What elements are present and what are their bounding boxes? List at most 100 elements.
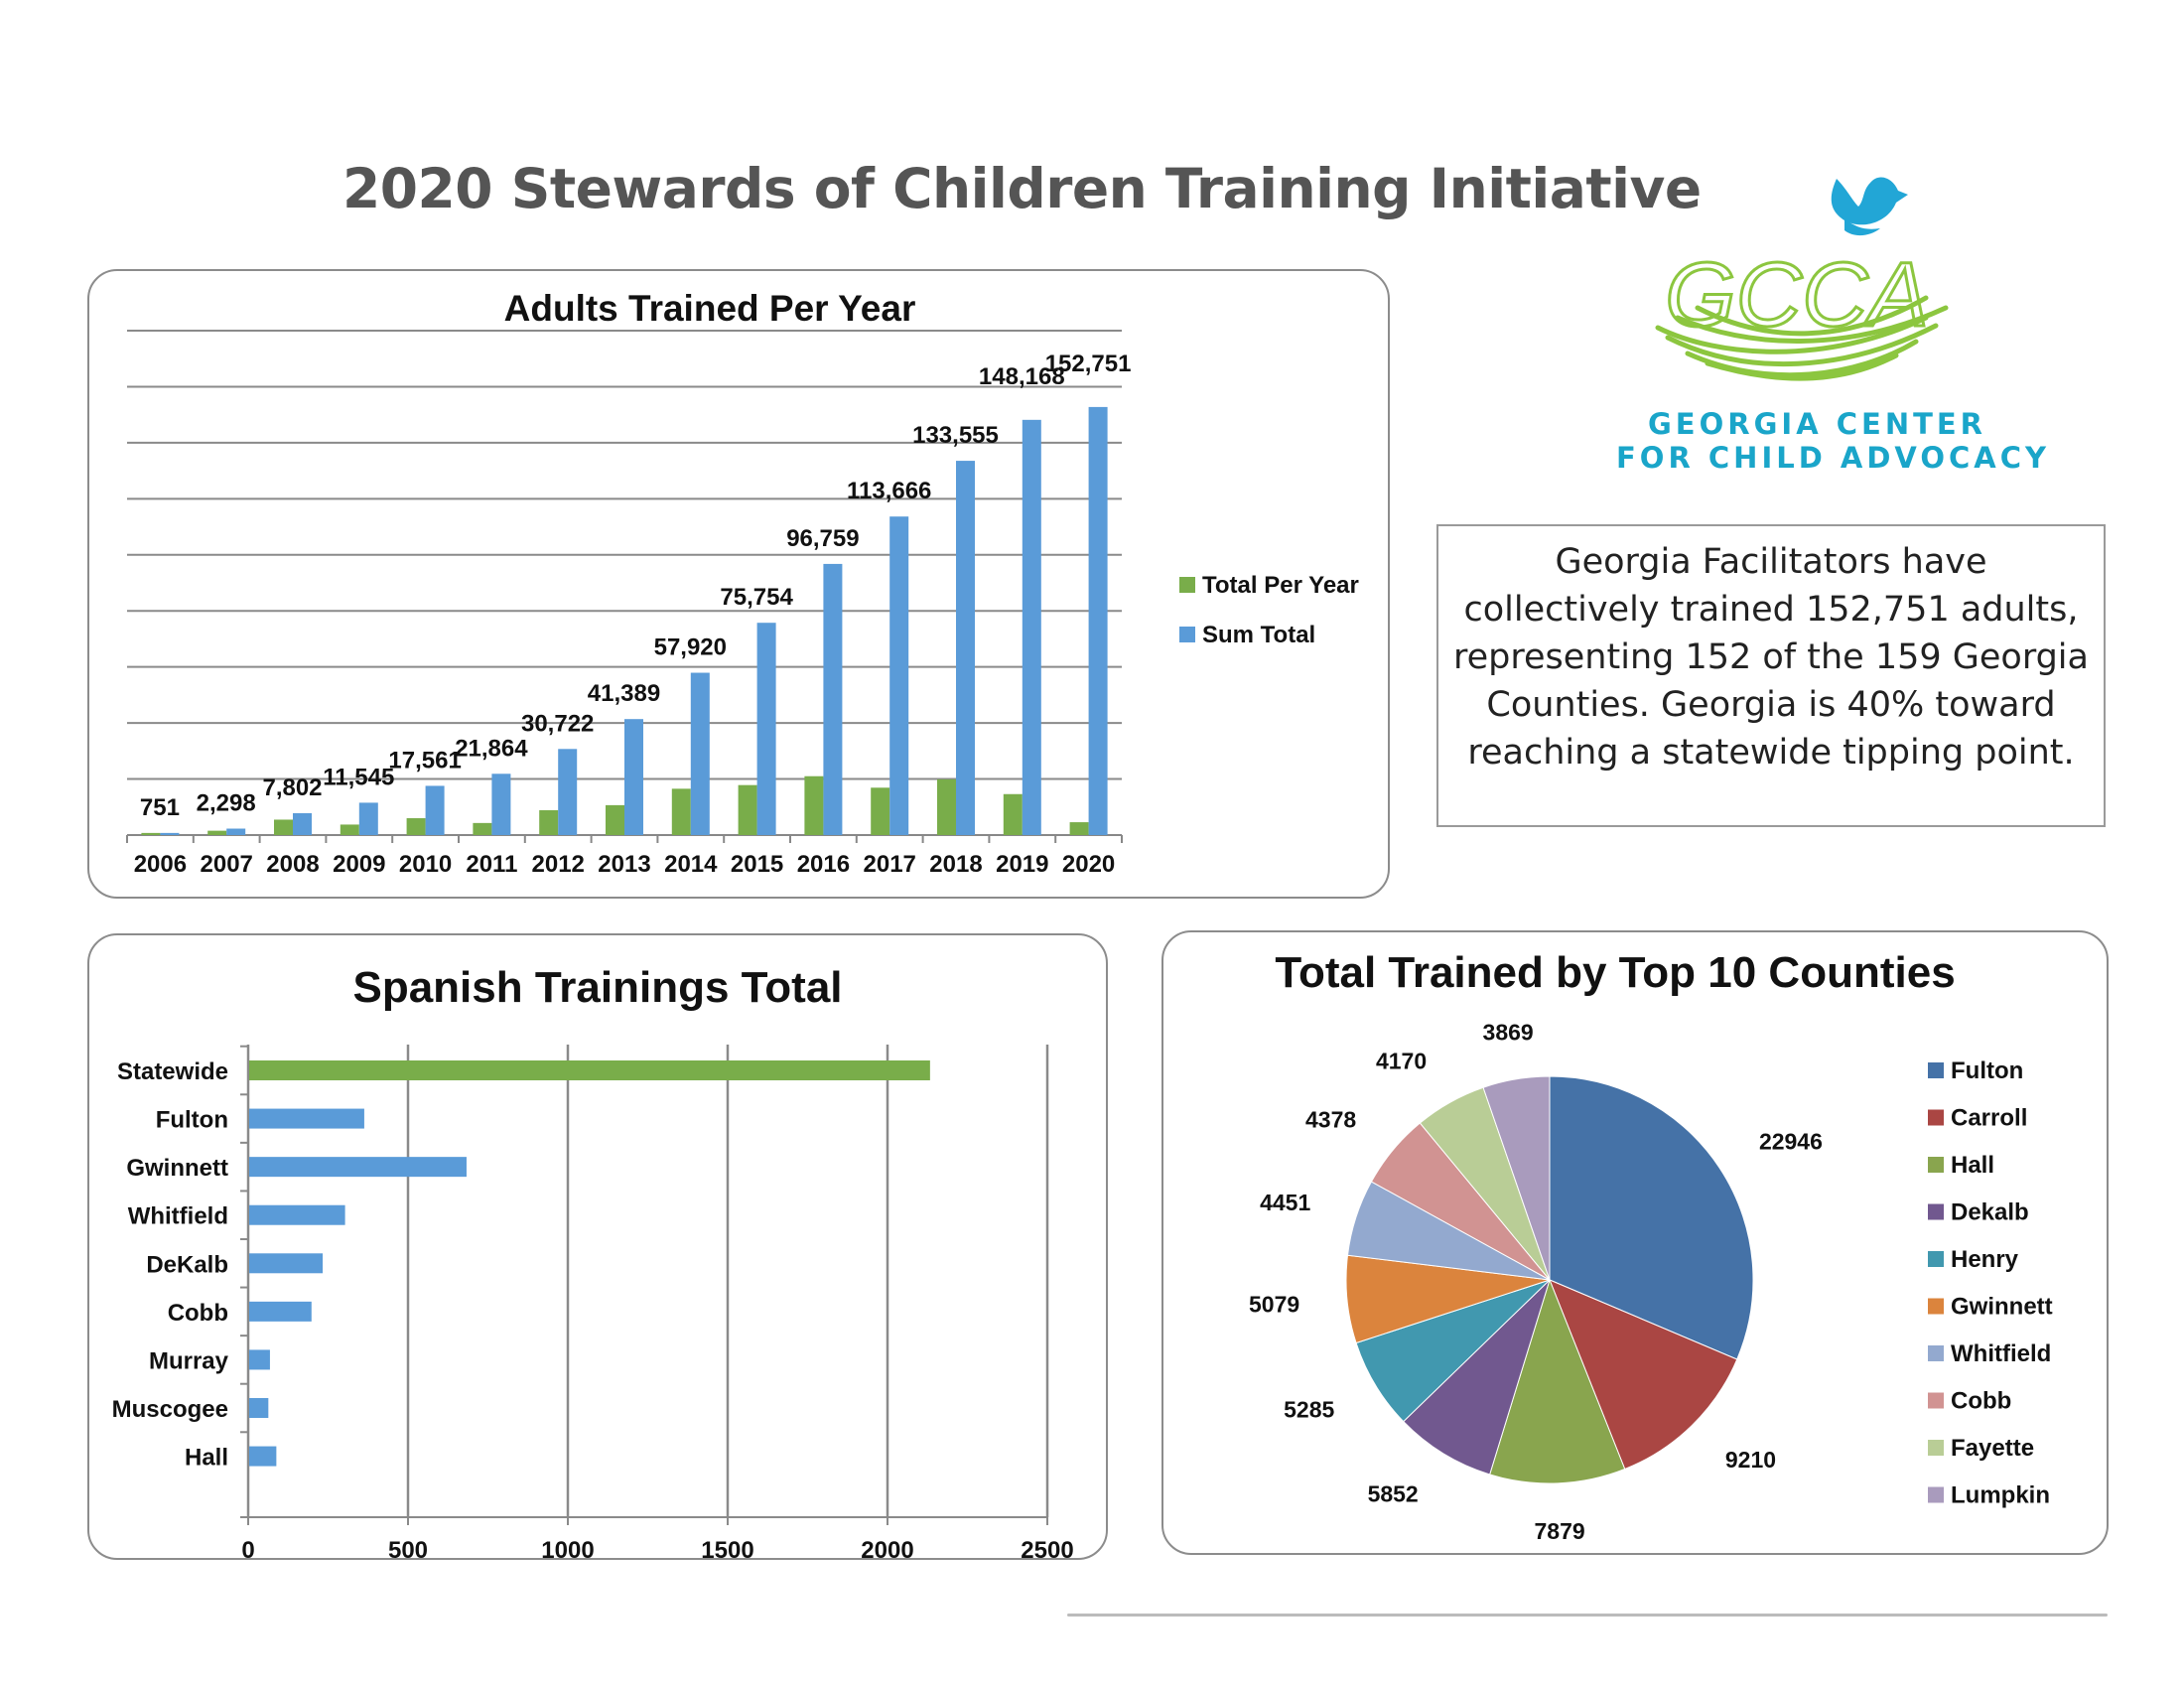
y-tick-label: Muscogee — [112, 1396, 228, 1423]
slice-value-label: 4378 — [1305, 1107, 1356, 1133]
pie-slice-fulton — [1549, 1075, 1754, 1360]
legend-swatch — [1928, 1345, 1944, 1361]
bar-total-per-year-2014 — [671, 788, 691, 835]
nest-icon — [1655, 295, 1949, 381]
x-tick-label: 2000 — [861, 1537, 913, 1558]
pie-slice-lumpkin — [1482, 1075, 1551, 1281]
bar-statewide — [249, 1060, 930, 1080]
x-tick-label: 2008 — [266, 851, 319, 878]
slice-value-label: 5852 — [1368, 1481, 1419, 1507]
chart-title: Spanish Trainings Total — [352, 963, 842, 1012]
bar-total-per-year-2012 — [539, 810, 559, 835]
bar-sum-total-2008 — [293, 812, 312, 835]
bar-gwinnett — [249, 1157, 467, 1178]
bar-sum-total-2009 — [358, 802, 378, 835]
bar-total-per-year-2008 — [274, 819, 293, 835]
slice-value-label: 22946 — [1759, 1128, 1823, 1154]
bar-total-per-year-2016 — [804, 775, 824, 835]
legend-label: Lumpkin — [1951, 1482, 2050, 1509]
legend-swatch — [1928, 1157, 1944, 1173]
x-tick-label: 2018 — [929, 851, 982, 878]
legend-swatch — [1928, 1203, 1944, 1220]
y-tick-label: Statewide — [117, 1058, 228, 1085]
bar-sum-total-2010 — [425, 785, 445, 835]
data-label: 113,666 — [847, 478, 931, 504]
x-tick-label: 2013 — [598, 851, 650, 878]
bar-total-per-year-2007 — [207, 830, 227, 835]
page-title: 2020 Stewards of Children Training Initi… — [342, 157, 1702, 220]
top-counties-pie-chart: Total Trained by Top 10 Counties 22946 921… — [1249, 948, 2053, 1544]
bar-murray — [249, 1349, 270, 1370]
bar-sum-total-2013 — [624, 719, 643, 835]
x-tick-label: 2019 — [996, 851, 1048, 878]
bar-total-per-year-2020 — [1069, 822, 1089, 835]
x-tick-label: 2012 — [532, 851, 585, 878]
legend-label: Fulton — [1951, 1057, 2023, 1084]
x-tick-label: 2017 — [864, 851, 916, 878]
top-counties-chart-panel: Total Trained by Top 10 Counties 22946 921… — [1161, 930, 2109, 1555]
bar-sum-total-2014 — [690, 672, 710, 835]
bar-total-per-year-2015 — [738, 784, 757, 835]
bar-total-per-year-2017 — [871, 787, 890, 835]
bar-whitfield — [249, 1204, 345, 1225]
spanish-trainings-chart: Spanish Trainings Total 0 500 1000 1500 2000 2… — [112, 963, 1074, 1564]
bar-sum-total-2018 — [956, 461, 975, 835]
x-tick-label: 2009 — [333, 851, 385, 878]
bar-sum-total-2020 — [1088, 406, 1108, 835]
slice-value-label: 3869 — [1483, 1019, 1534, 1045]
legend-swatch — [1928, 1392, 1944, 1409]
chart-title: Total Trained by Top 10 Counties — [1275, 948, 1955, 997]
data-label: 11,545 — [323, 764, 394, 790]
bar-total-per-year-2018 — [937, 778, 956, 835]
legend-label: Henry — [1951, 1246, 2019, 1273]
legend-label: Cobb — [1951, 1388, 2011, 1415]
data-label: 7,802 — [262, 774, 322, 801]
bar-total-per-year-2011 — [473, 822, 492, 835]
bar-sum-total-2017 — [889, 516, 909, 835]
bar-total-per-year-2010 — [406, 818, 426, 835]
data-label: 148,168 — [979, 363, 1065, 390]
legend-swatch — [1928, 1062, 1944, 1078]
x-tick-label: 2006 — [134, 851, 187, 878]
legend-label: Gwinnett — [1951, 1294, 2053, 1321]
chart-title: Adults Trained Per Year — [504, 288, 916, 329]
bar-sum-total-2019 — [1022, 419, 1041, 835]
slice-value-label: 4170 — [1376, 1048, 1427, 1073]
summary-box: Georgia Facilitators have collectively t… — [1436, 524, 2106, 827]
bar-sum-total-2015 — [756, 623, 776, 835]
bar-fulton — [249, 1108, 364, 1129]
bar-total-per-year-2006 — [141, 832, 161, 835]
legend-label: Whitfield — [1951, 1340, 2051, 1367]
data-label: 2,298 — [197, 790, 256, 817]
legend-label: Fayette — [1951, 1435, 2034, 1462]
data-label: 133,555 — [912, 422, 999, 449]
slice-value-label: 9210 — [1725, 1447, 1776, 1473]
pie-slice-hall — [1489, 1278, 1626, 1484]
x-tick-label: 2010 — [399, 851, 452, 878]
legend-label: Carroll — [1951, 1105, 2027, 1132]
x-tick-label: 2020 — [1062, 851, 1115, 878]
data-label: 17,561 — [388, 747, 461, 774]
adults-trained-chart: Adults Trained Per Year 2006 751 2007 2,298 2… — [126, 288, 1359, 878]
x-tick-label: 2500 — [1021, 1537, 1073, 1558]
data-label: 41,389 — [588, 680, 660, 707]
y-tick-label: Gwinnett — [126, 1155, 228, 1182]
bar-total-per-year-2009 — [340, 824, 359, 835]
gcca-wordmark: GCCA — [1665, 244, 1929, 346]
x-tick-label: 2016 — [797, 851, 850, 878]
data-label: 75,754 — [720, 584, 793, 611]
gcca-logo: GCCA — [1655, 177, 1949, 381]
bar-muscogee — [249, 1398, 269, 1418]
legend-swatch — [1179, 577, 1195, 593]
slice-value-label: 4451 — [1260, 1190, 1310, 1215]
slice-value-label: 7879 — [1534, 1518, 1584, 1544]
legend-label: Sum Total — [1202, 622, 1315, 648]
slice-value-label: 5079 — [1249, 1291, 1299, 1317]
y-tick-label: Murray — [149, 1347, 229, 1374]
bar-sum-total-2006 — [160, 832, 180, 835]
adults-trained-chart-panel: Adults Trained Per Year 2006 751 2007 2,298 2… — [87, 269, 1390, 899]
legend-swatch — [1928, 1109, 1944, 1126]
bar-sum-total-2011 — [491, 774, 511, 835]
y-tick-label: Fulton — [156, 1107, 228, 1134]
legend-swatch — [1928, 1251, 1944, 1267]
